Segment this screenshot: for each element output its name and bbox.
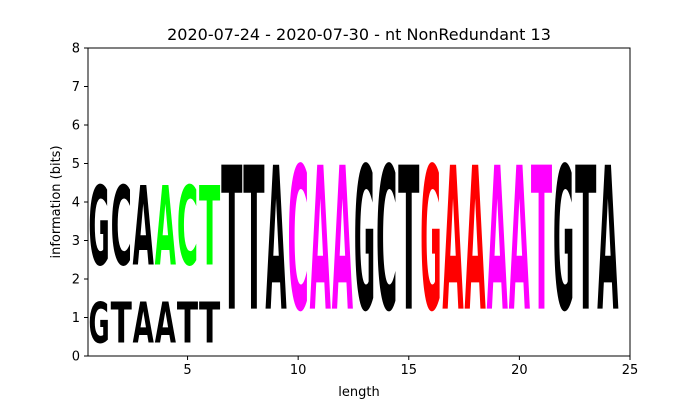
logo-letter-glyph: A — [155, 292, 176, 357]
logo-letter-glyph: T — [199, 291, 220, 356]
logo-letter-A-pos-11: A — [310, 127, 331, 357]
logo-letter-glyph: G — [88, 164, 109, 291]
logo-letter-G-pos-13: G — [354, 126, 375, 356]
logo-letter-glyph: T — [177, 291, 198, 356]
logo-letter-glyph: C — [111, 163, 132, 290]
y-tick-label: 8 — [72, 42, 80, 57]
logo-letter-T-pos-8: T — [243, 127, 264, 356]
y-axis-label: information (bits) — [49, 145, 64, 258]
logo-letter-A-pos-9: A — [265, 127, 286, 357]
logo-letter-A-pos-18: A — [465, 127, 486, 357]
logo-letter-T-pos-5: T — [177, 291, 198, 356]
logo-letter-glyph: T — [111, 291, 132, 356]
logo-letter-glyph: T — [199, 164, 220, 290]
logo-letter-glyph: T — [221, 127, 242, 356]
logo-letter-glyph: A — [265, 127, 286, 357]
logo-letter-G-pos-1: G — [88, 164, 109, 291]
logo-letter-glyph: C — [288, 127, 309, 356]
logo-letter-T-pos-6: T — [199, 164, 220, 290]
logo-letter-glyph: G — [420, 126, 441, 356]
logo-letter-A-pos-4: A — [155, 163, 176, 291]
logo-letter-glyph: A — [442, 127, 463, 357]
x-tick-label: 10 — [290, 363, 307, 378]
logo-letter-T-pos-6: T — [199, 291, 220, 356]
logo-letter-A-pos-3: A — [133, 163, 154, 291]
logo-letter-G-pos-22: G — [553, 126, 574, 356]
y-tick-label: 7 — [72, 80, 80, 95]
logo-letter-C-pos-5: C — [177, 163, 198, 290]
logo-letter-glyph: G — [553, 126, 574, 356]
logo-letter-glyph: A — [487, 127, 508, 357]
y-tick-label: 1 — [72, 311, 80, 326]
logo-letter-C-pos-2: C — [111, 163, 132, 290]
logo-letter-glyph: A — [133, 292, 154, 357]
logo-letter-C-pos-14: C — [376, 127, 397, 356]
logo-letter-A-pos-12: A — [332, 127, 353, 357]
logo-letter-T-pos-7: T — [221, 127, 242, 356]
logo-letter-G-pos-16: G — [420, 126, 441, 356]
y-axis: 0 1 2 3 4 5 6 7 8 — [72, 42, 88, 365]
logo-letter-glyph: A — [597, 127, 618, 357]
logo-letter-glyph: G — [354, 126, 375, 356]
logo-letter-A-pos-4: A — [155, 292, 176, 357]
logo-letter-glyph: A — [133, 163, 154, 291]
logo-letter-glyph: T — [531, 127, 552, 356]
logo-letter-glyph: C — [177, 163, 198, 290]
logo-letter-A-pos-20: A — [509, 127, 530, 357]
logo-letter-A-pos-17: A — [442, 127, 463, 357]
logo-letter-A-pos-19: A — [487, 127, 508, 357]
logo-letter-glyph: T — [243, 127, 264, 356]
logo-letter-A-pos-24: A — [597, 127, 618, 357]
x-axis: 5 10 15 20 25 — [183, 356, 638, 378]
logo-letter-T-pos-2: T — [111, 291, 132, 356]
logo-letter-T-pos-15: T — [398, 127, 419, 356]
y-tick-label: 5 — [72, 157, 80, 172]
logo-letter-T-pos-23: T — [575, 127, 596, 356]
logo-letter-glyph: G — [88, 293, 109, 357]
logo-letter-glyph: A — [310, 127, 331, 357]
logo-letter-glyph: C — [376, 127, 397, 356]
x-tick-label: 25 — [622, 363, 639, 378]
logo-letter-G-pos-1: G — [88, 293, 109, 357]
logo-letter-glyph: T — [398, 127, 419, 356]
x-axis-label: length — [338, 385, 379, 400]
logo-letter-C-pos-10: C — [288, 127, 309, 356]
y-tick-label: 2 — [72, 273, 80, 288]
x-tick-label: 15 — [401, 363, 418, 378]
y-tick-label: 3 — [72, 234, 80, 249]
x-tick-label: 5 — [183, 363, 191, 378]
y-tick-label: 0 — [72, 350, 80, 365]
logo-letter-glyph: A — [332, 127, 353, 357]
logo-letter-A-pos-3: A — [133, 292, 154, 357]
logo-letter-glyph: A — [155, 163, 176, 291]
y-tick-label: 6 — [72, 119, 80, 134]
logo-letter-glyph: T — [575, 127, 596, 356]
chart-title: 2020-07-24 - 2020-07-30 - nt NonRedundan… — [167, 25, 551, 44]
logo-letter-glyph: A — [465, 127, 486, 357]
logo-letter-glyph: A — [509, 127, 530, 357]
x-tick-label: 20 — [511, 363, 528, 378]
y-tick-label: 4 — [72, 196, 80, 211]
logo-letter-T-pos-21: T — [531, 127, 552, 356]
